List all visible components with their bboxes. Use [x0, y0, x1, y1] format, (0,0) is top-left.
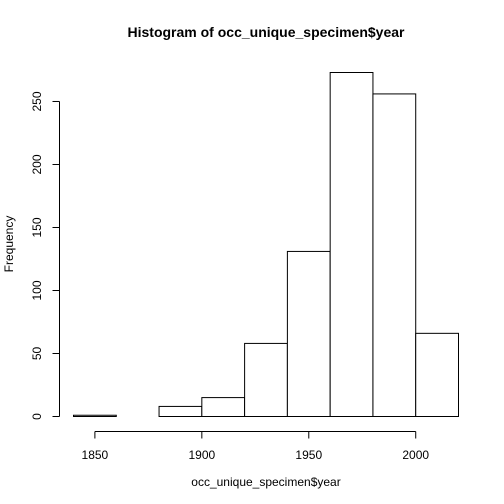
x-tick-label-1900: 1900: [188, 448, 215, 462]
histogram-bar-1920-1940: [244, 342, 288, 417]
histogram-bar-2000-2020: [415, 332, 460, 418]
histogram-bar-1840-1860: [73, 414, 117, 418]
histogram-bar-1900-1920: [201, 397, 246, 418]
x-axis: 1850 1900 1950 2000: [82, 431, 429, 462]
histogram-bar-1880-1900: [158, 405, 203, 417]
histogram-bar-1980-2000: [372, 93, 417, 418]
x-axis-label: occ_unique_specimen$year: [191, 475, 340, 489]
histogram-bar-1940-1960: [286, 250, 331, 417]
bars: [73, 72, 460, 418]
y-tick-label-0: 0: [30, 413, 44, 420]
y-tick-label-150: 150: [30, 217, 44, 237]
x-tick-label-1850: 1850: [82, 448, 109, 462]
y-tick-label-200: 200: [30, 154, 44, 174]
y-axis: 0 50 100 150 200 250: [30, 91, 60, 420]
x-tick-label-1950: 1950: [295, 448, 322, 462]
y-tick-label-100: 100: [30, 280, 44, 300]
y-tick-label-50: 50: [30, 347, 44, 361]
chart-title: Histogram of occ_unique_specimen$year: [128, 24, 406, 40]
y-tick-label-250: 250: [30, 91, 44, 111]
x-tick-label-2000: 2000: [402, 448, 429, 462]
histogram-bar-1960-1980: [329, 72, 374, 417]
y-axis-label: Frequency: [2, 216, 16, 273]
